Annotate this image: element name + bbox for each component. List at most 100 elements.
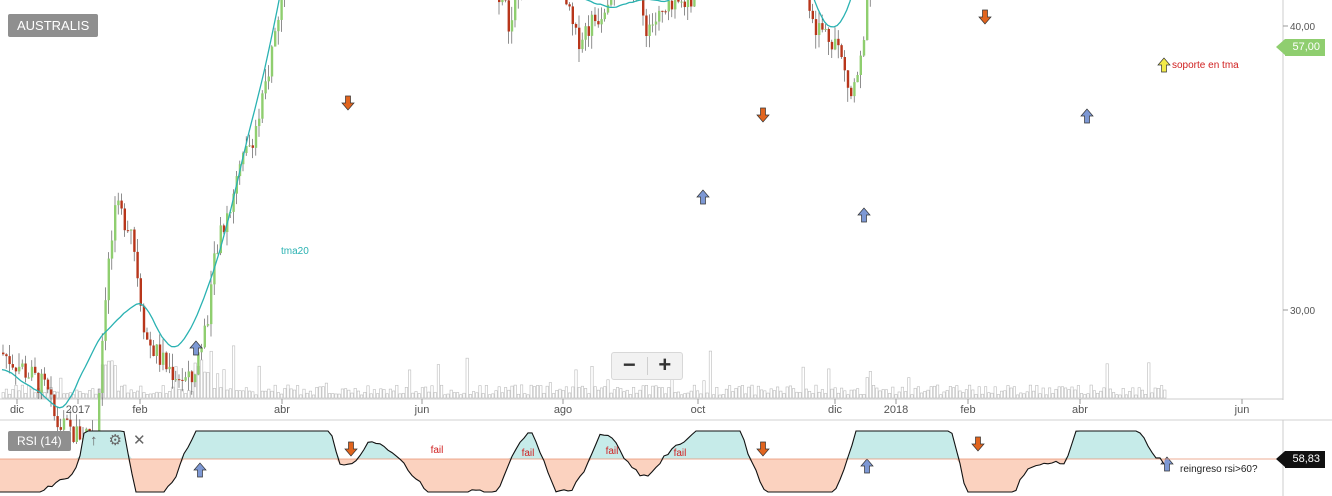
- zoom-in-button[interactable]: +: [658, 352, 672, 377]
- volume-bar: [676, 391, 680, 399]
- candle-down: [850, 87, 853, 97]
- support-arrow-icon: [1157, 57, 1171, 73]
- volume-bar: [24, 393, 28, 399]
- volume-bar: [830, 388, 834, 399]
- volume-bar: [1092, 390, 1096, 399]
- candle-up: [510, 20, 514, 32]
- volume-bar: [142, 392, 146, 399]
- price-tick-label: 30,00: [1290, 306, 1315, 317]
- volume-bar: [728, 385, 732, 399]
- candle-up: [648, 24, 651, 37]
- volume-bar: [865, 377, 869, 399]
- volume-bar: [350, 392, 354, 399]
- volume-bar: [587, 393, 591, 399]
- volume-bar: [868, 371, 872, 399]
- zoom-out-button[interactable]: −: [622, 352, 636, 377]
- candle-up: [651, 24, 654, 26]
- volume-bar: [872, 384, 876, 399]
- volume-bar: [1064, 387, 1068, 399]
- candle-down: [661, 10, 664, 12]
- volume-bar: [1112, 392, 1116, 399]
- volume-bar: [952, 387, 956, 399]
- volume-bar: [1051, 393, 1055, 399]
- fail-annotation: fail: [522, 448, 535, 459]
- volume-bar: [520, 384, 524, 399]
- candle-up: [658, 10, 661, 22]
- close-icon[interactable]: ✕: [132, 432, 146, 449]
- candle-up: [21, 363, 24, 367]
- volume-bar: [526, 394, 530, 399]
- volume-bar: [862, 394, 866, 399]
- candle-up: [27, 377, 30, 379]
- volume-bar: [625, 389, 629, 399]
- candle-up: [501, 0, 504, 3]
- candle-down: [814, 19, 818, 36]
- volume-bar: [427, 391, 431, 399]
- volume-bar: [814, 384, 818, 399]
- volume-bar: [1, 392, 5, 399]
- volume-bar: [283, 388, 287, 399]
- volume-bar: [1032, 390, 1036, 399]
- volume-bar: [936, 384, 940, 399]
- volume-bar: [286, 384, 290, 399]
- candle-down: [683, 1, 686, 8]
- candle-down: [587, 26, 590, 36]
- volume-bar: [984, 386, 988, 399]
- volume-bar: [673, 392, 677, 399]
- symbol-label[interactable]: AUSTRALIS: [8, 14, 99, 37]
- volume-bar: [225, 389, 229, 399]
- candle-down: [56, 416, 59, 428]
- volume-bar: [916, 386, 920, 399]
- volume-bar: [945, 390, 949, 399]
- candle-down: [181, 379, 184, 381]
- candle-up: [248, 145, 251, 147]
- annotation-layer: tma20 soporte en tma fail fail fail fail reing…: [281, 60, 1258, 475]
- volume-bar: [465, 357, 469, 399]
- time-tick-label: dic: [10, 404, 25, 416]
- volume-bar: [369, 393, 373, 399]
- volume-bar: [244, 387, 248, 399]
- volume-bar: [990, 392, 994, 399]
- volume-bar: [305, 392, 309, 399]
- volume-bar: [1012, 386, 1016, 399]
- volume-bar: [1073, 389, 1077, 399]
- volume-bar: [961, 392, 965, 399]
- volume-bar: [552, 393, 556, 399]
- candle-up: [856, 74, 859, 83]
- volume-bar: [539, 385, 543, 399]
- candle-down: [594, 14, 597, 22]
- volume-bar: [667, 387, 671, 399]
- volume-bar: [750, 384, 754, 399]
- volume-bar: [296, 385, 300, 399]
- candle-up: [40, 373, 43, 393]
- volume-bar: [548, 382, 552, 399]
- gear-icon[interactable]: ⚙: [108, 432, 122, 449]
- tma20-label: tma20: [281, 246, 309, 257]
- volume-bar: [398, 393, 402, 399]
- volume-bar: [769, 388, 773, 399]
- candle-up: [155, 344, 158, 356]
- volume-bar: [299, 394, 303, 399]
- buy-arrow-icon: [189, 340, 203, 356]
- volume-bar: [619, 388, 623, 399]
- volume-bar: [939, 394, 943, 399]
- candle-up: [280, 0, 283, 20]
- volume-bar: [139, 385, 143, 399]
- volume-bar: [459, 394, 463, 399]
- volume-bar: [84, 393, 88, 399]
- volume-bar: [788, 385, 792, 399]
- volume-bar: [708, 350, 712, 399]
- candle-down: [66, 418, 69, 420]
- candle-up: [219, 225, 222, 254]
- volume-bar: [372, 389, 376, 399]
- volume-bar: [1118, 394, 1122, 399]
- rsi-indicator-label[interactable]: RSI (14): [8, 431, 71, 451]
- arrow-up-icon[interactable]: ↑: [90, 432, 98, 449]
- volume-bar: [148, 393, 152, 399]
- volume-bar: [955, 385, 959, 399]
- volume-bar: [81, 393, 85, 399]
- volume-bar: [1131, 387, 1135, 399]
- candle-up: [18, 366, 21, 372]
- candle-up: [866, 0, 869, 41]
- volume-bar: [232, 345, 236, 399]
